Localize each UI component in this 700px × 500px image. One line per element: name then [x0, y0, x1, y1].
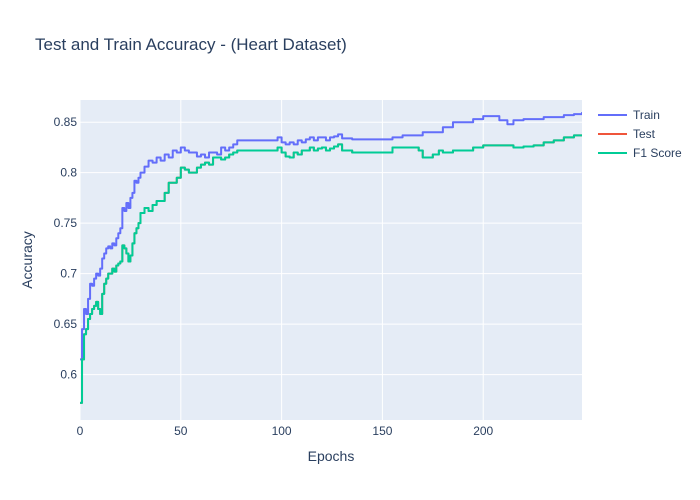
chart-title: Test and Train Accuracy - (Heart Dataset…	[35, 35, 347, 54]
y-tick-label: 0.8	[60, 166, 77, 180]
y-tick-label: 0.65	[54, 317, 78, 331]
legend[interactable]: Train Test F1 Score	[598, 108, 682, 160]
legend-item-train[interactable]: Train	[598, 108, 660, 122]
x-axis-title: Epochs	[308, 448, 355, 464]
x-tick-label: 200	[473, 424, 493, 438]
x-tick-label: 150	[372, 424, 392, 438]
y-tick-label: 0.85	[54, 115, 78, 129]
legend-label: Train	[633, 108, 660, 122]
y-tick-label: 0.7	[60, 267, 77, 281]
series-line-f1-score	[80, 134, 582, 404]
legend-label: Test	[633, 127, 656, 141]
x-tick-label: 50	[174, 424, 188, 438]
x-axis-ticks: 0 50 100 150 200	[77, 424, 494, 438]
series-line-train	[80, 112, 582, 361]
plot-area	[80, 100, 582, 420]
y-axis-ticks: 0.6 0.65 0.7 0.75 0.8 0.85	[54, 115, 78, 381]
y-tick-label: 0.6	[60, 368, 77, 382]
series-layer	[80, 112, 582, 404]
x-tick-label: 100	[272, 424, 292, 438]
x-tick-label: 0	[77, 424, 84, 438]
legend-label: F1 Score	[633, 146, 682, 160]
legend-item-f1-score[interactable]: F1 Score	[598, 146, 682, 160]
y-axis-title: Accuracy	[19, 231, 35, 289]
y-tick-label: 0.75	[54, 216, 78, 230]
legend-item-test[interactable]: Test	[598, 127, 656, 141]
